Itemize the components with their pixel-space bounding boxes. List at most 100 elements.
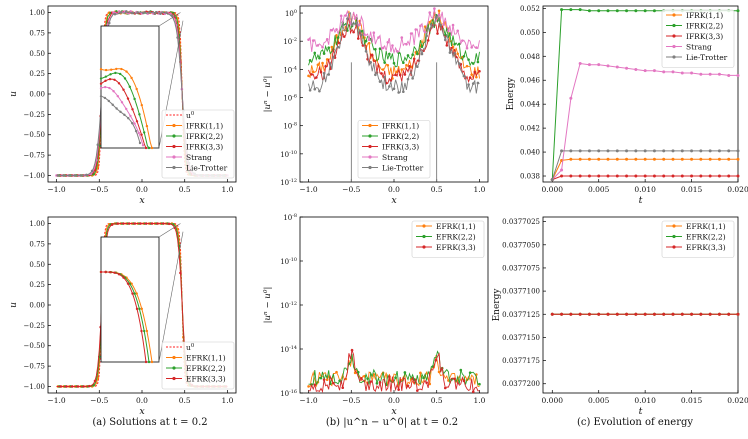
data-point bbox=[162, 222, 165, 225]
data-point bbox=[397, 388, 400, 391]
data-point bbox=[560, 8, 564, 12]
x-tick-label: 0.5 bbox=[179, 185, 191, 194]
data-point bbox=[736, 149, 740, 153]
data-point bbox=[321, 61, 324, 65]
legend-label: Lie-Trotter bbox=[186, 164, 228, 173]
data-point bbox=[364, 49, 368, 53]
data-point bbox=[462, 54, 466, 58]
inset-point bbox=[138, 141, 142, 145]
data-point bbox=[690, 149, 694, 153]
data-point bbox=[434, 358, 438, 362]
inset-point bbox=[113, 271, 116, 274]
data-point bbox=[339, 14, 343, 18]
x-tick-label: 0.5 bbox=[179, 396, 191, 405]
data-point bbox=[321, 45, 324, 49]
legend: u0 EFRK(1,1)EFRK(2,2) EFRK(3,3) bbox=[161, 341, 235, 390]
series-line bbox=[551, 62, 738, 180]
data-point bbox=[615, 9, 619, 13]
data-point bbox=[587, 63, 591, 67]
y-tick-label: 0.050 bbox=[520, 29, 540, 37]
data-point bbox=[423, 30, 427, 34]
data-point bbox=[652, 149, 656, 153]
data-point bbox=[93, 379, 97, 383]
inset-point bbox=[104, 270, 107, 274]
legend: EFRK(1,1) EFRK(2,2)EFRK(3,3) bbox=[411, 220, 485, 258]
data-point bbox=[475, 75, 478, 79]
data-point bbox=[85, 173, 88, 177]
axes-frame bbox=[542, 5, 739, 183]
inset-connector bbox=[158, 223, 181, 238]
data-point bbox=[461, 39, 464, 42]
legend-marker bbox=[368, 123, 372, 128]
data-point bbox=[325, 378, 329, 381]
data-point bbox=[388, 52, 391, 56]
data-point bbox=[436, 32, 439, 35]
data-point bbox=[578, 157, 582, 161]
legend-label: u0 bbox=[186, 111, 194, 120]
legend-label: Strang bbox=[382, 153, 408, 162]
data-point bbox=[70, 385, 74, 388]
data-point bbox=[471, 390, 475, 394]
series-line bbox=[308, 8, 480, 55]
data-point bbox=[73, 174, 77, 177]
y-tick-label: 0.0377100 bbox=[502, 288, 540, 296]
inset-point bbox=[134, 129, 138, 133]
data-point bbox=[634, 157, 638, 161]
x-tick-label: 0.0 bbox=[136, 396, 148, 405]
data-point bbox=[708, 149, 712, 153]
data-point bbox=[457, 62, 461, 65]
data-point bbox=[311, 39, 315, 42]
legend-marker bbox=[172, 355, 176, 360]
data-point bbox=[578, 174, 582, 178]
data-point bbox=[717, 174, 721, 178]
inset bbox=[99, 223, 184, 364]
y-tick-label: 0.046 bbox=[520, 77, 541, 85]
data-point bbox=[578, 61, 582, 65]
caption-a: (a) Solutions at t = 0.2 bbox=[92, 417, 208, 428]
inset-point bbox=[143, 131, 146, 134]
data-point bbox=[615, 65, 619, 69]
data-point bbox=[652, 174, 656, 178]
inset-point bbox=[104, 68, 108, 72]
legend-marker bbox=[422, 234, 426, 239]
legend-marker bbox=[172, 366, 176, 370]
data-point bbox=[736, 9, 740, 13]
data-point bbox=[708, 312, 712, 316]
data-point bbox=[356, 370, 360, 374]
data-point bbox=[170, 14, 174, 17]
data-point bbox=[465, 64, 469, 68]
data-point bbox=[315, 76, 318, 79]
y-tick-label: −0.75 bbox=[24, 363, 45, 371]
data-point bbox=[453, 42, 456, 46]
data-point bbox=[403, 371, 407, 374]
y-tick-label: 10-2 bbox=[283, 37, 297, 46]
y-tick-label: 10-8 bbox=[283, 122, 297, 131]
data-point bbox=[386, 63, 390, 67]
inset-point bbox=[114, 71, 117, 75]
inset-point bbox=[103, 96, 107, 100]
legend-marker bbox=[172, 123, 176, 128]
data-point bbox=[606, 9, 610, 13]
data-point bbox=[625, 174, 629, 178]
legend-label: IFRK(3,3) bbox=[686, 32, 723, 41]
x-tick-label: −1.0 bbox=[47, 185, 65, 194]
y-tick-label: 10-10 bbox=[280, 150, 297, 159]
x-axis-label: t bbox=[639, 195, 643, 206]
y-tick-label: 0.75 bbox=[29, 240, 45, 248]
data-point bbox=[402, 90, 405, 94]
data-point bbox=[367, 38, 371, 42]
inset-point bbox=[131, 108, 134, 111]
data-point bbox=[411, 77, 414, 80]
y-axis-label: u bbox=[9, 91, 19, 97]
x-tick-label: −0.5 bbox=[342, 185, 360, 194]
y-tick-label: 0.040 bbox=[520, 149, 540, 157]
data-point bbox=[327, 46, 331, 50]
legend-marker bbox=[672, 23, 676, 28]
data-point bbox=[307, 385, 310, 388]
legend: u0 IFRK(1,1)IFRK(2,2) IFRK(3,3)Strang Lie-T… bbox=[161, 109, 235, 179]
data-point bbox=[375, 382, 379, 385]
legend-marker bbox=[172, 376, 176, 381]
data-point bbox=[405, 63, 408, 67]
data-point bbox=[147, 11, 151, 14]
data-point bbox=[671, 70, 675, 74]
